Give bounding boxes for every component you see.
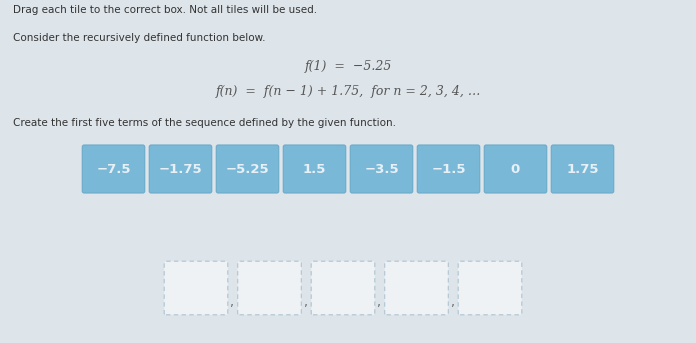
Text: −5.25: −5.25: [226, 163, 269, 176]
Text: −1.5: −1.5: [432, 163, 466, 176]
FancyBboxPatch shape: [82, 145, 145, 193]
Text: −1.75: −1.75: [159, 163, 203, 176]
Text: 0: 0: [511, 163, 520, 176]
FancyBboxPatch shape: [551, 145, 614, 193]
Text: Consider the recursively defined function below.: Consider the recursively defined functio…: [13, 33, 265, 43]
Text: ,: ,: [450, 296, 454, 309]
FancyBboxPatch shape: [149, 145, 212, 193]
FancyBboxPatch shape: [484, 145, 547, 193]
Text: 1.5: 1.5: [303, 163, 326, 176]
FancyBboxPatch shape: [458, 261, 522, 315]
Text: Drag each tile to the correct box. Not all tiles will be used.: Drag each tile to the correct box. Not a…: [13, 5, 317, 15]
FancyBboxPatch shape: [311, 261, 375, 315]
Text: ,: ,: [377, 296, 381, 309]
FancyBboxPatch shape: [385, 261, 448, 315]
FancyBboxPatch shape: [238, 261, 301, 315]
Text: f(n)  =  f(n − 1) + 1.75,  for n = 2, 3, 4, …: f(n) = f(n − 1) + 1.75, for n = 2, 3, 4,…: [215, 85, 481, 98]
Text: −7.5: −7.5: [96, 163, 131, 176]
Text: −3.5: −3.5: [364, 163, 399, 176]
FancyBboxPatch shape: [417, 145, 480, 193]
FancyBboxPatch shape: [283, 145, 346, 193]
Text: ,: ,: [303, 296, 308, 309]
FancyBboxPatch shape: [350, 145, 413, 193]
Text: ,: ,: [230, 296, 234, 309]
Text: Create the first five terms of the sequence defined by the given function.: Create the first five terms of the seque…: [13, 118, 396, 128]
FancyBboxPatch shape: [216, 145, 279, 193]
Text: f(1)  =  −5.25: f(1) = −5.25: [304, 60, 392, 73]
FancyBboxPatch shape: [164, 261, 228, 315]
Text: 1.75: 1.75: [567, 163, 599, 176]
